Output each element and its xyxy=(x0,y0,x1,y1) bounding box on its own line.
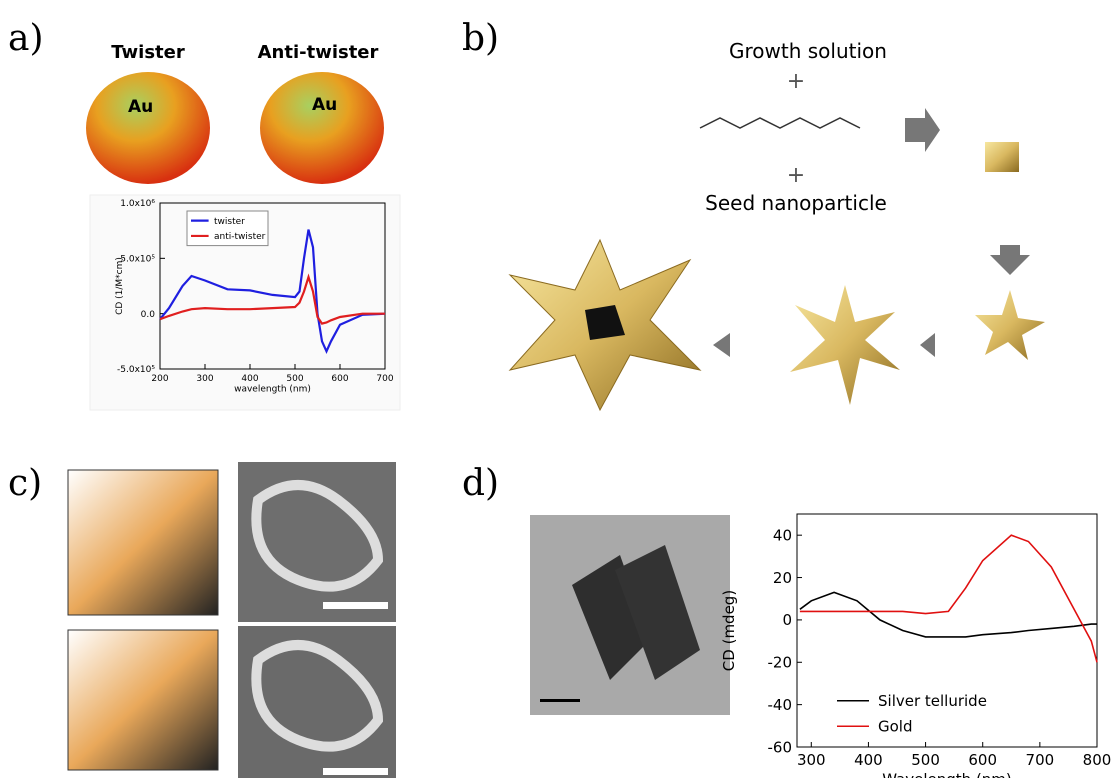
x-tick-label: 700 xyxy=(1026,751,1055,769)
scale-bar xyxy=(323,602,388,609)
caption: Seed nanoparticle xyxy=(705,191,887,215)
element-label: Au xyxy=(312,95,337,115)
x-tick-label: 500 xyxy=(911,751,940,769)
seed-cube xyxy=(985,142,1019,172)
y-axis-label: CD (mdeg) xyxy=(720,590,738,671)
scale-bar xyxy=(540,699,580,702)
x-tick-label: 600 xyxy=(331,374,348,384)
caption: Growth solution xyxy=(729,39,887,63)
series-line xyxy=(800,592,1097,637)
x-tick-label: 500 xyxy=(286,374,303,384)
scale-bar xyxy=(323,768,388,775)
y-tick-label: 40 xyxy=(773,526,792,544)
y-tick-label: 0.0 xyxy=(141,310,156,320)
arrow xyxy=(713,333,750,357)
element-label: Au xyxy=(128,97,153,117)
y-axis-label: CD (1/M*cm) xyxy=(115,257,125,315)
legend-label: twister xyxy=(214,217,245,227)
x-tick-label: 300 xyxy=(196,374,213,384)
panel-label: c) xyxy=(8,463,42,504)
legend-label: Silver telluride xyxy=(878,692,987,710)
legend-label: Gold xyxy=(878,718,913,736)
y-tick-label: 5.0x10⁵ xyxy=(120,254,155,264)
y-tick-label: -60 xyxy=(768,738,793,756)
y-tick-label: 1.0x10⁶ xyxy=(120,199,155,209)
cube-model xyxy=(68,470,218,615)
panel-label: a) xyxy=(8,18,44,59)
heading: Anti-twister xyxy=(258,42,379,63)
nanoparticle xyxy=(260,72,384,184)
y-tick-label: -40 xyxy=(768,696,793,714)
y-tick-label: 20 xyxy=(773,569,792,587)
plus: + xyxy=(787,163,805,188)
panel-label: b) xyxy=(462,18,499,59)
nanostar xyxy=(790,285,900,405)
cube-model xyxy=(68,630,218,770)
x-axis-label: Wavelength (nm) xyxy=(882,771,1012,778)
y-tick-label: 0 xyxy=(782,611,792,629)
series-line xyxy=(800,535,1097,662)
plus: + xyxy=(787,69,805,94)
x-tick-label: 400 xyxy=(241,374,258,384)
x-axis-label: wavelength (nm) xyxy=(234,385,311,395)
heading: Twister xyxy=(111,42,185,63)
x-tick-label: 600 xyxy=(968,751,997,769)
x-tick-label: 800 xyxy=(1083,751,1112,769)
nanostar xyxy=(975,290,1045,360)
arrow xyxy=(905,108,940,152)
molecule xyxy=(700,118,860,128)
y-tick-label: -5.0x10⁵ xyxy=(117,365,155,375)
figure: a) b) c) d) Twister Anti-twister Au Au G… xyxy=(0,0,1117,778)
legend-label: anti-twister xyxy=(214,232,266,242)
arrow xyxy=(990,245,1030,275)
x-tick-label: 200 xyxy=(151,374,168,384)
plot-frame xyxy=(797,514,1097,747)
x-tick-label: 300 xyxy=(797,751,826,769)
x-tick-label: 700 xyxy=(376,374,393,384)
y-tick-label: -20 xyxy=(768,654,793,672)
x-tick-label: 400 xyxy=(854,751,883,769)
panel-label: d) xyxy=(462,463,499,504)
nanoparticle xyxy=(86,72,210,184)
arrow xyxy=(920,333,955,357)
